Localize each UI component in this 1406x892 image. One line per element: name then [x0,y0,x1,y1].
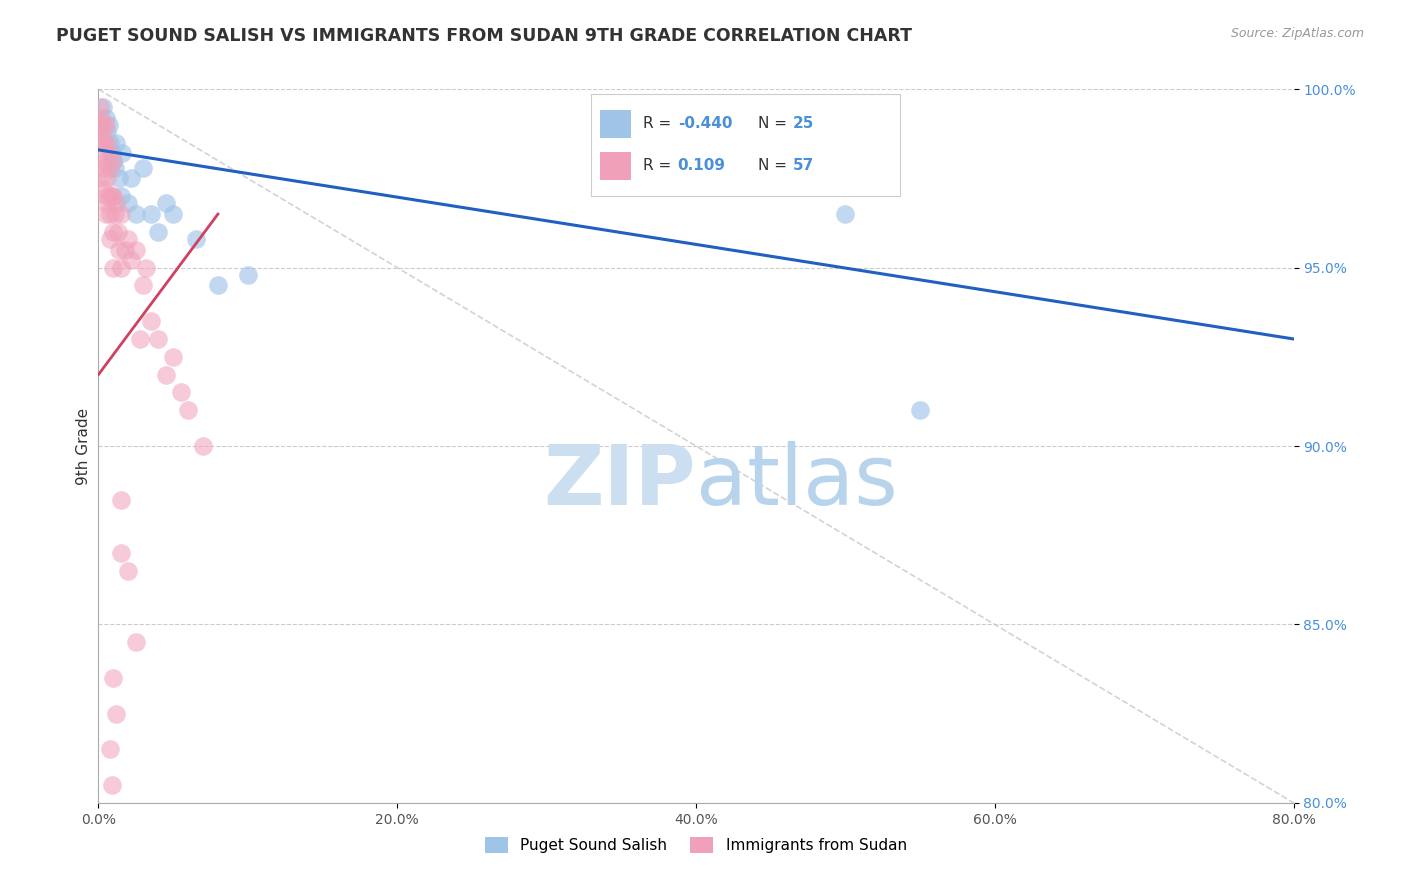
Text: 25: 25 [793,117,814,131]
Point [111,146,134,161]
Text: ZIP: ZIP [544,442,696,522]
Point [117,564,139,578]
Text: PUGET SOUND SALISH VS IMMIGRANTS FROM SUDAN 9TH GRADE CORRELATION CHART: PUGET SOUND SALISH VS IMMIGRANTS FROM SU… [56,27,912,45]
Point [135,260,157,275]
Point [125,207,148,221]
Point [101,189,124,203]
Point [155,368,177,382]
Point [105,706,128,721]
Point [91,118,114,132]
Point [132,278,155,293]
Point [148,332,170,346]
Point [103,260,125,275]
Point [91,136,114,150]
Point [834,207,856,221]
Point [103,225,125,239]
Point [110,260,132,275]
Point [97,189,120,203]
Point [103,153,125,168]
Point [110,492,132,507]
Point [108,243,131,257]
Point [110,189,132,203]
Point [120,253,142,268]
Point [94,111,117,125]
Point [148,225,170,239]
Point [103,189,125,203]
Point [98,742,122,756]
Legend: Puget Sound Salish, Immigrants from Sudan: Puget Sound Salish, Immigrants from Suda… [479,831,912,859]
Point [101,778,124,792]
Point [98,136,122,150]
Point [103,671,125,685]
Point [97,146,120,161]
Point [94,189,117,203]
Point [125,635,148,649]
Point [105,136,128,150]
Point [93,182,115,196]
Point [114,243,136,257]
Point [93,136,115,150]
Y-axis label: 9th Grade: 9th Grade [76,408,91,484]
Point [96,171,118,186]
Point [90,111,112,125]
Point [96,196,118,211]
Point [94,118,117,132]
Point [177,403,200,417]
Text: N =: N = [758,117,792,131]
Point [132,161,155,175]
Point [908,403,931,417]
Point [94,207,117,221]
Point [107,225,129,239]
Point [120,171,142,186]
Point [139,207,162,221]
Point [117,232,139,246]
Point [89,118,111,132]
Point [101,146,124,161]
Point [169,385,191,400]
Point [110,207,132,221]
Point [139,314,162,328]
Point [94,153,117,168]
Text: -0.440: -0.440 [678,117,733,131]
Point [98,161,122,175]
Text: Source: ZipAtlas.com: Source: ZipAtlas.com [1230,27,1364,40]
Text: atlas: atlas [696,442,897,522]
Point [89,100,111,114]
Point [129,332,152,346]
Point [104,207,127,221]
Point [184,232,207,246]
Point [90,125,112,139]
Point [91,100,114,114]
Point [162,207,184,221]
Point [89,136,111,150]
Point [207,278,229,293]
Point [96,136,118,150]
Text: 0.109: 0.109 [678,159,725,173]
Point [104,161,127,175]
Point [105,196,128,211]
Point [97,118,120,132]
Point [91,161,114,175]
Text: R =: R = [643,159,676,173]
Text: 57: 57 [793,159,814,173]
Point [103,153,125,168]
Point [236,268,259,282]
Point [125,243,148,257]
Text: R =: R = [643,117,676,131]
Point [90,171,112,186]
Point [98,232,122,246]
Point [98,207,122,221]
Point [162,350,184,364]
Point [108,171,131,186]
Point [110,546,132,560]
Text: N =: N = [758,159,792,173]
Point [155,196,177,211]
Point [96,125,118,139]
Point [191,439,214,453]
Point [90,153,112,168]
Point [117,196,139,211]
